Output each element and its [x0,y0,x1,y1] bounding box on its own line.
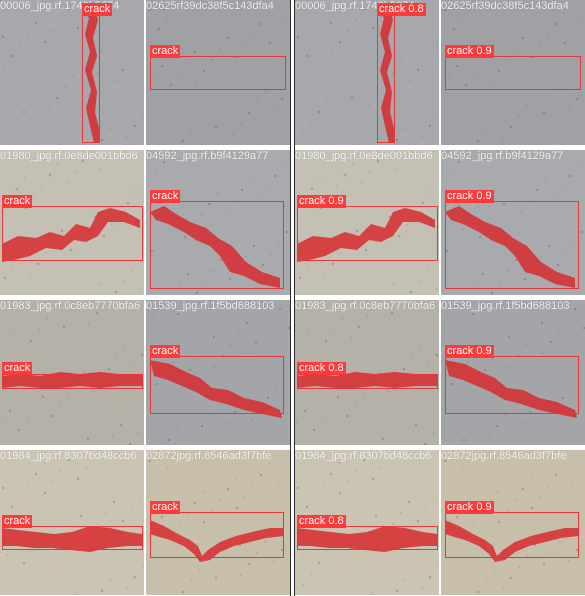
filename-caption: 01980_jpg.rf.0e8de001bbd6 [0,150,138,162]
concrete-image [1,301,144,445]
bounding-box [2,374,143,389]
ground-truth-panel: 00006_jpg.rf.1742b5674 crack 02625rf39dc38… [0,0,290,596]
crack-mask [297,372,437,388]
class-label-tag: crack 0.9 [445,190,494,203]
concrete-image [441,150,584,295]
class-label-tag: crack [150,501,181,514]
filename-caption: 01980_jpg.rf.0e8de001bbd6 [295,150,433,162]
image-tile: 00006_jpg.rf.1742b5674 crack 0.8 [295,0,439,145]
crack-mask [2,372,142,388]
bounding-box [297,206,438,261]
bounding-box [150,56,286,90]
class-label-tag: crack 0.9 [445,45,494,58]
filename-caption: 01983_jpg.rf.0c8eb7770bfa6 [0,300,141,312]
bounding-box [150,356,284,414]
filename-caption: 02625rf39dc38f5c143dfa4 [441,0,569,12]
crack-mask [445,360,577,418]
bounding-box [82,4,100,143]
bounding-box [377,4,395,143]
filename-caption: 01539_jpg.rf.1f5bd688103 [441,300,570,312]
bounding-box [150,201,284,289]
concrete-image [146,3,287,145]
class-label-tag: crack 0.8 [297,362,346,375]
crack-mask [377,6,395,143]
bounding-box [150,512,284,558]
class-label-tag: crack [2,362,33,375]
class-label-tag: crack [150,190,181,203]
bounding-box [2,526,143,550]
concrete-image [296,301,439,445]
class-label-tag: crack [2,195,33,208]
filename-caption: 02625rf39dc38f5c143dfa4 [146,0,274,12]
bounding-box [445,356,579,414]
concrete-image [146,150,289,295]
crack-mask [297,208,435,262]
class-label-tag: crack 0.9 [445,345,494,358]
bounding-box [445,201,579,289]
class-label-tag: crack 0.9 [297,195,346,208]
crack-mask [2,526,142,552]
bounding-box [2,206,143,261]
filename-caption: 02872jpg.rf.8546ad3f7bfe [441,450,567,462]
filename-caption: 04592_jpg.rf.b9f4129a77 [146,150,269,162]
crack-mask [150,520,284,562]
concrete-image [296,453,439,595]
bounding-box [297,526,438,550]
crack-mask [2,208,140,262]
filename-caption: 02872jpg.rf.8546ad3f7bfe [146,450,272,462]
crack-mask [82,6,100,143]
concrete-image [0,150,142,294]
concrete-image [1,453,144,595]
class-label-tag: crack [2,515,33,528]
filename-caption: 01984_jpg.rf.8307bd48ccb6 [0,450,137,462]
class-label-tag: crack [82,3,113,16]
crack-mask [150,360,282,418]
class-label-tag: crack 0.8 [297,515,346,528]
panel-divider [290,0,295,596]
class-label-tag: crack 0.9 [445,501,494,514]
class-label-tag: crack 0.8 [377,3,426,16]
image-tile: 00006_jpg.rf.1742b5674 crack [0,0,144,145]
image-tile: 02625rf39dc38f5c143dfa4 crack 0.9 [441,0,585,145]
filename-caption: 01539_jpg.rf.1f5bd688103 [146,300,275,312]
filename-caption: 04592_jpg.rf.b9f4129a77 [441,150,564,162]
bounding-box [445,56,581,90]
image-tile: 02625rf39dc38f5c143dfa4 crack [146,0,290,145]
concrete-image [146,450,287,594]
filename-caption: 01984_jpg.rf.8307bd48ccb6 [295,450,432,462]
bounding-box [445,512,579,558]
crack-mask [445,206,575,288]
class-label-tag: crack [150,345,181,358]
concrete-image [0,0,144,143]
filename-caption: 01983_jpg.rf.0c8eb7770bfa6 [295,300,436,312]
crack-mask [445,520,579,562]
class-label-tag: crack [150,45,181,58]
concrete-image [148,300,290,442]
bounding-box [297,374,438,389]
crack-mask [297,526,437,552]
image-tile: 02872jpg.rf.8546ad3f7bfe crack 0.9 [441,450,585,595]
prediction-panel: 00006_jpg.rf.1742b5674 crack 0.8 02625rf39… [295,0,585,596]
concrete-image [295,0,439,143]
crack-mask [150,206,280,288]
concrete-image [443,300,585,442]
image-tile: 02872jpg.rf.8546ad3f7bfe crack [146,450,290,595]
